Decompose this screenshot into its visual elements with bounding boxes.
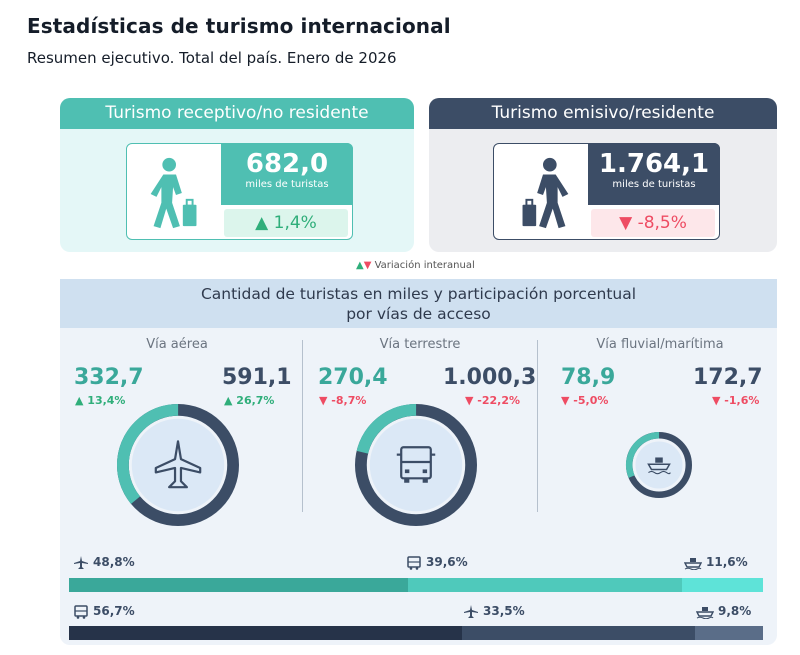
air-receptivo-value: 332,7	[74, 365, 144, 390]
share-receptivo-segment	[682, 578, 763, 592]
column-divider	[302, 340, 303, 512]
plane-icon	[74, 555, 88, 569]
air-emisivo-value: 591,1	[222, 365, 292, 390]
share-emisivo-water-value: 9,8%	[718, 604, 752, 618]
outbound-card-title: Turismo emisivo/residente	[429, 98, 777, 129]
up-triangle-icon: ▲	[75, 394, 88, 407]
land-emisivo-variation-value: -22,2%	[477, 394, 521, 407]
share-emisivo-segment	[694, 626, 763, 640]
share-emisivo-water-label: 9,8%	[695, 604, 752, 619]
water-receptivo-variation-value: -5,0%	[573, 394, 609, 407]
share-receptivo-bar	[69, 578, 763, 592]
inbound-tourism-card: Turismo receptivo/no residente 682,0 mil…	[60, 98, 414, 252]
down-triangle-icon: ▼	[465, 394, 478, 407]
ship-icon	[647, 457, 671, 475]
walking-traveler-icon	[150, 157, 197, 229]
down-triangle-icon: ▼	[319, 394, 332, 407]
air-receptivo-variation-value: 13,4%	[87, 394, 126, 407]
water-receptivo-value: 78,9	[561, 365, 616, 390]
share-receptivo-water-value: 11,6%	[706, 555, 748, 569]
inbound-variation: ▲ 1,4%	[224, 209, 348, 237]
inbound-kpi-box: 682,0 miles de turistas ▲ 1,4%	[126, 143, 353, 240]
donut-receptivo-arc	[625, 431, 693, 499]
outbound-variation: ▼ -8,5%	[591, 209, 715, 237]
up-triangle-icon: ▲	[224, 394, 237, 407]
down-triangle-icon: ▼	[561, 394, 574, 407]
inbound-unit: miles de turistas	[245, 179, 329, 190]
air-emisivo-variation-value: 26,7%	[236, 394, 275, 407]
inbound-value-box: 682,0 miles de turistas	[221, 143, 353, 205]
plane-icon	[154, 440, 202, 489]
share-receptivo-segment	[69, 578, 408, 592]
truck-icon	[407, 555, 421, 570]
outbound-tourism-card: Turismo emisivo/residente 1.764,1 miles …	[429, 98, 777, 252]
share-receptivo-air-value: 48,8%	[93, 555, 135, 569]
water-receptivo-variation: ▼ -5,0%	[561, 394, 608, 407]
land-emisivo-value: 1.000,3	[443, 365, 537, 390]
panel-title-line-2: por vías de acceso	[346, 305, 491, 323]
air-receptivo-variation: ▲ 13,4%	[75, 394, 125, 407]
share-receptivo-air-label: 48,8%	[73, 555, 135, 570]
page-subtitle: Resumen ejecutivo. Total del país. Enero…	[27, 49, 397, 67]
truck-icon	[396, 446, 436, 483]
water-emisivo-variation-value: -1,6%	[724, 394, 760, 407]
mode-label-water: Vía fluvial/marítima	[596, 337, 724, 352]
air-donut-chart	[116, 403, 240, 527]
share-receptivo-segment	[407, 578, 683, 592]
ship-icon	[683, 557, 703, 570]
share-receptivo-land-value: 39,6%	[426, 555, 468, 569]
mode-label-land: Vía terrestre	[379, 337, 461, 352]
share-emisivo-air-label: 33,5%	[463, 604, 525, 619]
inbound-card-title: Turismo receptivo/no residente	[60, 98, 414, 129]
page-title: Estadísticas de turismo internacional	[27, 14, 451, 38]
donut-inner-disc	[131, 418, 225, 512]
water-emisivo-value: 172,7	[693, 365, 763, 390]
access-modes-panel-title: Cantidad de turistas en miles y particip…	[60, 279, 777, 328]
down-triangle-icon: ▼	[619, 213, 633, 233]
variation-legend: ▲▼ Variación interanual	[356, 260, 475, 271]
land-receptivo-variation-value: -8,7%	[331, 394, 367, 407]
outbound-variation-value: -8,5%	[637, 213, 687, 233]
land-donut-chart	[354, 403, 478, 527]
truck-icon	[74, 604, 88, 619]
column-divider	[537, 340, 538, 512]
ship-icon	[695, 606, 715, 619]
up-triangle-icon: ▲	[255, 213, 269, 233]
share-emisivo-bar	[69, 626, 763, 640]
donut-receptivo-arc	[116, 403, 240, 527]
panel-title-line-1: Cantidad de turistas en miles y particip…	[200, 285, 637, 303]
plane-icon	[464, 604, 478, 618]
up-triangle-icon: ▲	[356, 260, 364, 271]
legend-label: Variación interanual	[374, 260, 475, 271]
share-emisivo-land-value: 56,7%	[93, 604, 135, 618]
walking-traveler-icon	[522, 157, 569, 229]
donut-inner-disc	[369, 418, 463, 512]
outbound-unit: miles de turistas	[612, 179, 696, 190]
land-receptivo-variation: ▼ -8,7%	[319, 394, 366, 407]
land-receptivo-value: 270,4	[318, 365, 388, 390]
outbound-value: 1.764,1	[598, 149, 710, 179]
outbound-value-box: 1.764,1 miles de turistas	[588, 143, 720, 205]
inbound-value: 682,0	[245, 149, 329, 179]
water-donut-chart	[625, 431, 693, 499]
share-emisivo-land-label: 56,7%	[73, 604, 135, 619]
water-emisivo-variation: ▼ -1,6%	[712, 394, 759, 407]
share-emisivo-air-value: 33,5%	[483, 604, 525, 618]
down-triangle-icon: ▼	[363, 260, 372, 271]
outbound-kpi-box: 1.764,1 miles de turistas ▼ -8,5%	[493, 143, 720, 240]
air-emisivo-variation: ▲ 26,7%	[224, 394, 274, 407]
inbound-variation-value: 1,4%	[273, 213, 317, 233]
share-receptivo-water-label: 11,6%	[683, 555, 748, 570]
share-emisivo-segment	[69, 626, 463, 640]
share-emisivo-segment	[462, 626, 695, 640]
down-triangle-icon: ▼	[712, 394, 725, 407]
share-receptivo-land-label: 39,6%	[406, 555, 468, 570]
mode-label-air: Vía aérea	[146, 337, 208, 352]
land-emisivo-variation: ▼ -22,2%	[465, 394, 520, 407]
